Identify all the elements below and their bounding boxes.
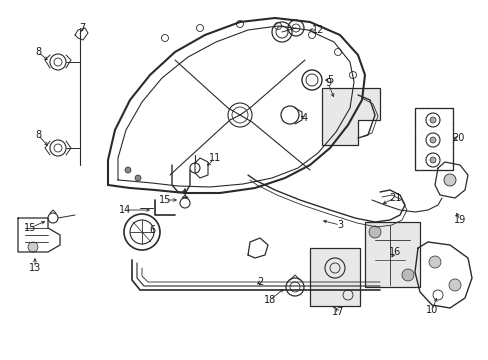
Circle shape <box>368 226 380 238</box>
Circle shape <box>429 117 435 123</box>
Text: 5: 5 <box>326 75 332 85</box>
Text: 4: 4 <box>301 113 307 123</box>
Text: 7: 7 <box>79 23 85 33</box>
Circle shape <box>429 157 435 163</box>
Text: 11: 11 <box>208 153 221 163</box>
Text: 18: 18 <box>264 295 276 305</box>
Text: 16: 16 <box>388 247 400 257</box>
Circle shape <box>28 242 38 252</box>
Text: 8: 8 <box>35 130 41 140</box>
Bar <box>309 248 359 306</box>
Text: 9: 9 <box>324 78 330 88</box>
Circle shape <box>125 167 131 173</box>
Text: 8: 8 <box>35 47 41 57</box>
Text: 13: 13 <box>29 263 41 273</box>
Text: 12: 12 <box>311 25 324 35</box>
Text: 15: 15 <box>24 223 36 233</box>
Text: 1: 1 <box>182 190 188 200</box>
Circle shape <box>429 137 435 143</box>
Circle shape <box>135 175 141 181</box>
Circle shape <box>448 279 460 291</box>
Bar <box>414 108 452 170</box>
Polygon shape <box>321 88 379 145</box>
Text: 19: 19 <box>453 215 465 225</box>
Text: 15: 15 <box>159 195 171 205</box>
Text: 17: 17 <box>331 307 344 317</box>
Bar <box>364 222 419 287</box>
Circle shape <box>401 269 413 281</box>
Circle shape <box>428 256 440 268</box>
Text: 21: 21 <box>388 193 400 203</box>
Text: 20: 20 <box>451 133 463 143</box>
Bar <box>414 108 452 170</box>
Text: 14: 14 <box>119 205 131 215</box>
Circle shape <box>443 174 455 186</box>
Text: 2: 2 <box>256 277 263 287</box>
Text: 6: 6 <box>149 225 155 235</box>
Text: 3: 3 <box>336 220 343 230</box>
Text: 10: 10 <box>425 305 437 315</box>
